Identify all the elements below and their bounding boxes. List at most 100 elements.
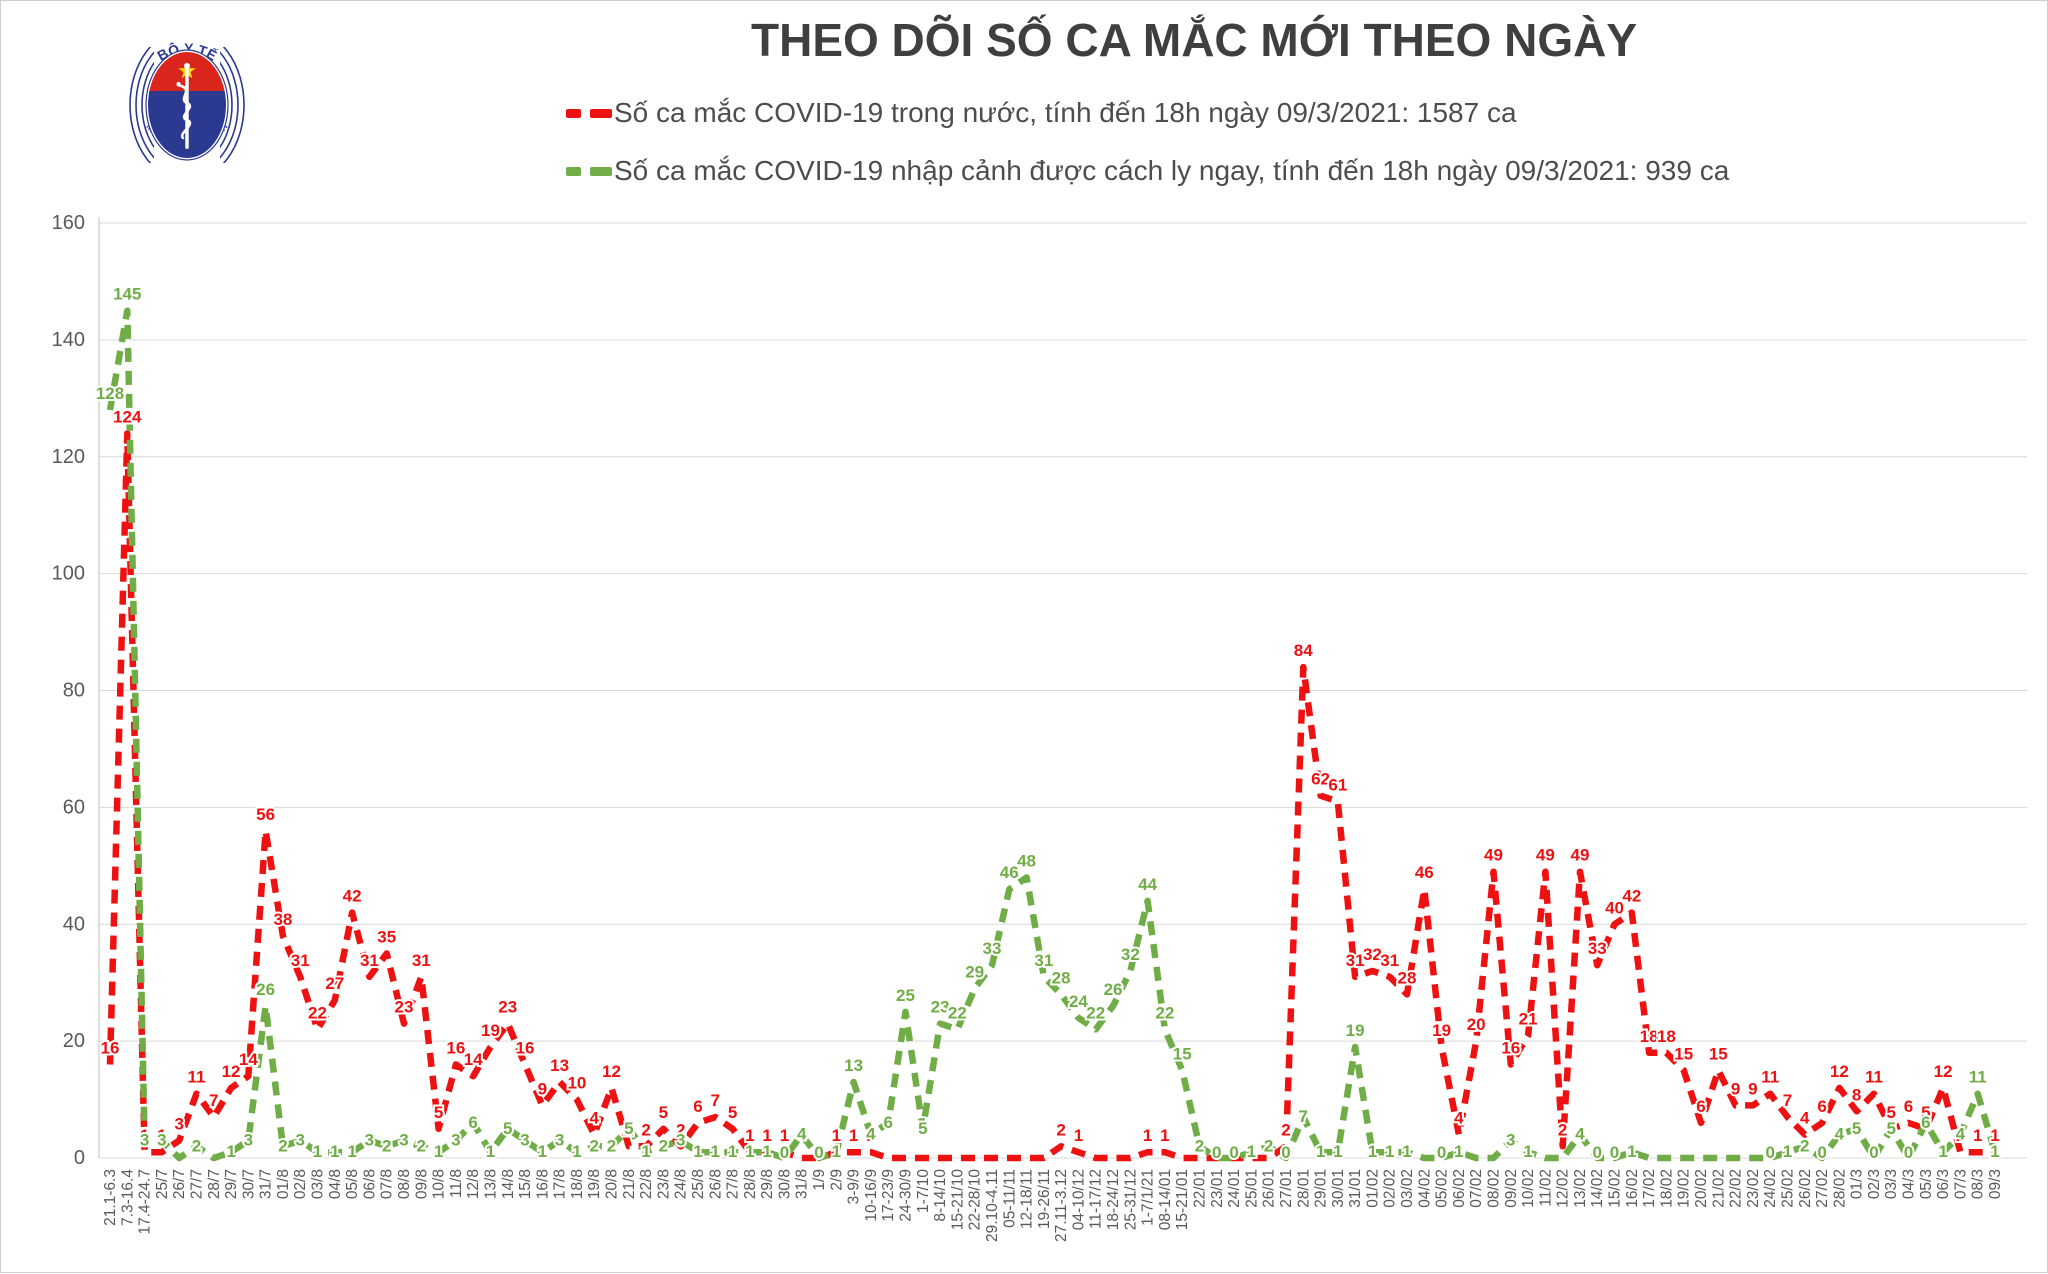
x-tick-label: 09/3 [1987,1169,2004,1199]
value-label-domestic: 11 [1865,1068,1883,1087]
value-label-imported: 1 [226,1142,235,1161]
value-label-domestic: 12 [1934,1062,1953,1081]
value-label-domestic: 1 [762,1126,771,1145]
value-label-imported: 5 [503,1119,512,1138]
x-tick-label: 31/7 [258,1169,275,1199]
ministry-of-health-logo: BỘ Y TẾ MINISTRY OF HEALTH [127,19,247,191]
value-label-domestic: 7 [1783,1091,1792,1110]
x-tick-label: 06/3 [1935,1169,1952,1199]
value-label-imported: 0 [1229,1143,1238,1162]
x-tick-label: 01/8 [275,1169,292,1199]
x-tick-label: 25/7 [154,1169,171,1199]
value-label-domestic: 3 [174,1114,183,1133]
value-label-domestic: 23 [395,998,414,1017]
value-label-domestic: 9 [1748,1079,1757,1098]
value-label-domestic: 1 [866,1126,875,1145]
logo-staff-snake-icon [176,63,192,149]
x-tick-label: 14/02 [1589,1169,1606,1208]
x-tick-label: 10/8 [431,1169,448,1199]
value-label-imported: 1 [330,1142,339,1161]
x-tick-label: 07/8 [379,1169,396,1199]
value-label-imported: 6 [883,1113,892,1132]
value-label-domestic: 31 [412,951,431,970]
value-label-domestic: 42 [343,887,362,906]
x-tick-label: 31/01 [1347,1169,1364,1208]
value-label-imported: 2 [1195,1136,1204,1155]
x-tick-label: 1-7/1/21 [1140,1169,1157,1226]
value-label-imported: 1 [1783,1142,1792,1161]
value-label-imported: 2 [607,1136,616,1155]
value-label-imported: 32 [1121,945,1140,964]
value-label-imported: 1 [347,1142,356,1161]
y-tick-label: 80 [63,680,85,702]
value-label-domestic: 13 [550,1056,569,1075]
value-label-domestic: 5 [1921,1103,1930,1122]
value-label-imported: 1 [1523,1142,1532,1161]
red-dash-icon [566,108,581,118]
x-tick-label: 08-14/01 [1157,1169,1174,1230]
x-tick-label: 10/02 [1520,1169,1537,1208]
x-tick-label: 09/8 [413,1169,430,1199]
x-tick-label: 18-24/12 [1105,1169,1122,1230]
x-tick-label: 20/02 [1693,1169,1710,1208]
x-tick-label: 17/02 [1641,1169,1658,1208]
value-label-domestic: 31 [291,951,310,970]
x-tick-label: 20/8 [604,1169,621,1199]
value-label-imported: 0 [1904,1143,1913,1162]
value-label-domestic: 18 [1657,1027,1676,1046]
value-label-imported: 5 [624,1119,633,1138]
value-label-domestic: 2 [624,1120,633,1139]
y-tick-label: 60 [63,796,85,818]
legend-item-imported: Số ca mắc COVID-19 nhập cảnh được cách l… [566,155,1729,187]
value-label-imported: 6 [1921,1113,1930,1132]
value-label-domestic: 42 [1622,887,1641,906]
value-label-imported: 1 [762,1142,771,1161]
value-label-imported: 1 [1402,1142,1411,1161]
x-tick-label: 25/01 [1243,1169,1260,1208]
value-label-domestic: 1 [157,1126,166,1145]
value-label-imported: 3 [399,1130,408,1149]
legend-item-domestic: Số ca mắc COVID-19 trong nước, tính đến … [566,97,1729,129]
x-tick-label: 30/8 [776,1169,793,1199]
x-tick-label: 01/02 [1364,1169,1381,1208]
x-tick-label: 03/8 [310,1169,327,1199]
value-label-imported: 1 [313,1142,322,1161]
value-label-domestic: 49 [1570,846,1589,865]
value-label-imported: 3 [157,1130,166,1149]
value-label-domestic: 32 [1363,945,1382,964]
value-label-domestic: 61 [1328,776,1347,795]
value-label-domestic: 2 [1281,1120,1290,1139]
value-label-domestic: 1 [832,1126,841,1145]
value-label-imported: 1 [693,1142,702,1161]
x-tick-label: 03/02 [1399,1169,1416,1208]
value-label-domestic: 20 [1467,1015,1486,1034]
page-title: THEO DÕI SỐ CA MẮC MỚI THEO NGÀY [751,14,1637,66]
value-label-domestic: 16 [101,1039,120,1058]
x-tick-label: 19/8 [586,1169,603,1199]
value-label-domestic: 12 [1830,1062,1849,1081]
x-tick-label: 29.10-4.11 [984,1169,1001,1242]
x-tick-label: 17/8 [552,1169,569,1199]
x-tick-label: 22/8 [638,1169,655,1199]
x-tick-label: 07/3 [1952,1169,1969,1199]
value-label-imported: 0 [1610,1143,1619,1162]
x-tick-label: 8-14/10 [932,1169,949,1222]
y-tick-label: 100 [52,563,85,585]
x-tick-label: 02/3 [1866,1169,1883,1199]
value-label-domestic: 12 [602,1062,621,1081]
value-label-domestic: 1 [745,1126,754,1145]
x-tick-label: 26/02 [1797,1169,1814,1208]
x-tick-label: 11/8 [448,1169,465,1198]
value-label-imported: 2 [1264,1136,1273,1155]
value-label-imported: 1 [434,1142,443,1161]
x-tick-label: 2/9 [828,1169,845,1191]
value-label-domestic: 6 [1696,1097,1705,1116]
value-label-domestic: 1 [1160,1126,1169,1145]
value-label-imported: 1 [745,1142,754,1161]
green-dash-icon [590,166,612,176]
x-tick-label: 16/02 [1624,1169,1641,1208]
value-label-domestic: 18 [1640,1027,1659,1046]
value-label-imported: 1 [641,1142,650,1161]
x-tick-label: 25-31/12 [1122,1169,1139,1230]
